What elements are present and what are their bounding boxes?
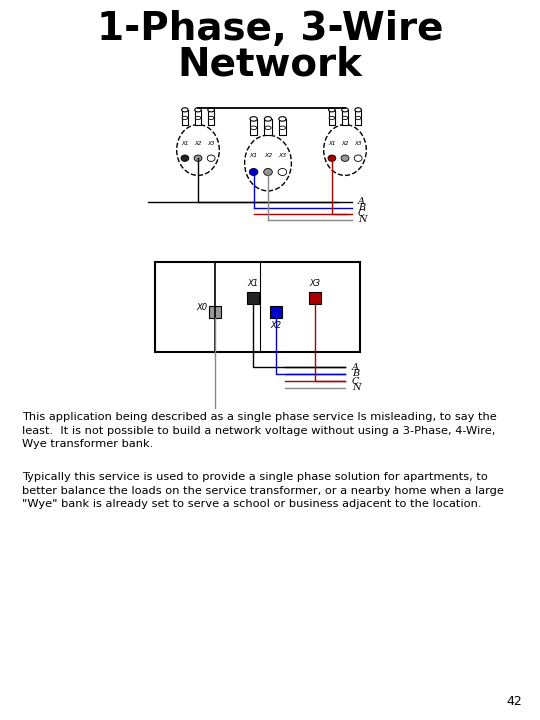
Text: A: A	[358, 197, 365, 207]
Ellipse shape	[251, 126, 256, 130]
Text: X2: X2	[194, 141, 202, 146]
Text: Typically this service is used to provide a single phase solution for apartments: Typically this service is used to provid…	[22, 472, 504, 509]
Ellipse shape	[329, 117, 335, 120]
Text: X1: X1	[181, 141, 188, 146]
Text: X3: X3	[309, 279, 321, 289]
Text: 1-Phase, 3-Wire: 1-Phase, 3-Wire	[97, 10, 443, 48]
Ellipse shape	[265, 117, 272, 121]
Ellipse shape	[279, 117, 286, 121]
Bar	[247, 292, 259, 304]
Ellipse shape	[355, 117, 361, 120]
Ellipse shape	[250, 117, 257, 121]
Text: X2: X2	[271, 320, 281, 330]
Ellipse shape	[195, 117, 201, 120]
Text: X3: X3	[207, 141, 215, 146]
Ellipse shape	[208, 108, 214, 112]
Ellipse shape	[328, 155, 336, 161]
Ellipse shape	[195, 108, 201, 112]
Bar	[342, 110, 348, 125]
Ellipse shape	[264, 168, 272, 176]
Ellipse shape	[208, 117, 214, 120]
Bar	[270, 306, 282, 318]
Bar	[250, 119, 257, 135]
Text: Network: Network	[178, 45, 362, 83]
Ellipse shape	[249, 168, 258, 176]
Bar	[208, 110, 214, 125]
Bar	[181, 110, 188, 125]
Bar	[195, 110, 201, 125]
Text: X0: X0	[196, 304, 207, 312]
Bar	[279, 119, 286, 135]
Text: X1: X1	[328, 141, 336, 146]
Bar	[155, 262, 360, 352]
Text: C: C	[352, 377, 360, 385]
Ellipse shape	[194, 155, 202, 161]
Text: X2: X2	[341, 141, 349, 146]
Bar	[309, 292, 321, 304]
Ellipse shape	[181, 108, 188, 112]
Ellipse shape	[342, 108, 348, 112]
Bar	[265, 119, 272, 135]
Text: X1: X1	[249, 153, 258, 158]
Text: N: N	[358, 215, 367, 225]
Text: 42: 42	[507, 695, 522, 708]
Ellipse shape	[279, 126, 286, 130]
Ellipse shape	[355, 108, 361, 112]
Text: This application being described as a single phase service Is misleading, to say: This application being described as a si…	[22, 412, 497, 449]
Ellipse shape	[342, 117, 348, 120]
Text: X3: X3	[354, 141, 362, 146]
Text: X2: X2	[264, 153, 272, 158]
Ellipse shape	[182, 117, 188, 120]
Text: A: A	[352, 362, 359, 372]
Bar	[329, 110, 335, 125]
Text: N: N	[352, 384, 361, 392]
Bar	[209, 306, 221, 318]
Ellipse shape	[341, 155, 349, 161]
Ellipse shape	[278, 168, 287, 176]
Text: B: B	[358, 204, 365, 212]
Ellipse shape	[207, 155, 215, 161]
Ellipse shape	[354, 155, 362, 161]
Ellipse shape	[181, 155, 189, 161]
Text: B: B	[352, 369, 359, 379]
Text: X1: X1	[247, 279, 259, 289]
Text: C: C	[358, 210, 366, 218]
Ellipse shape	[265, 126, 271, 130]
Text: X3: X3	[278, 153, 287, 158]
Ellipse shape	[329, 108, 335, 112]
Bar	[355, 110, 361, 125]
